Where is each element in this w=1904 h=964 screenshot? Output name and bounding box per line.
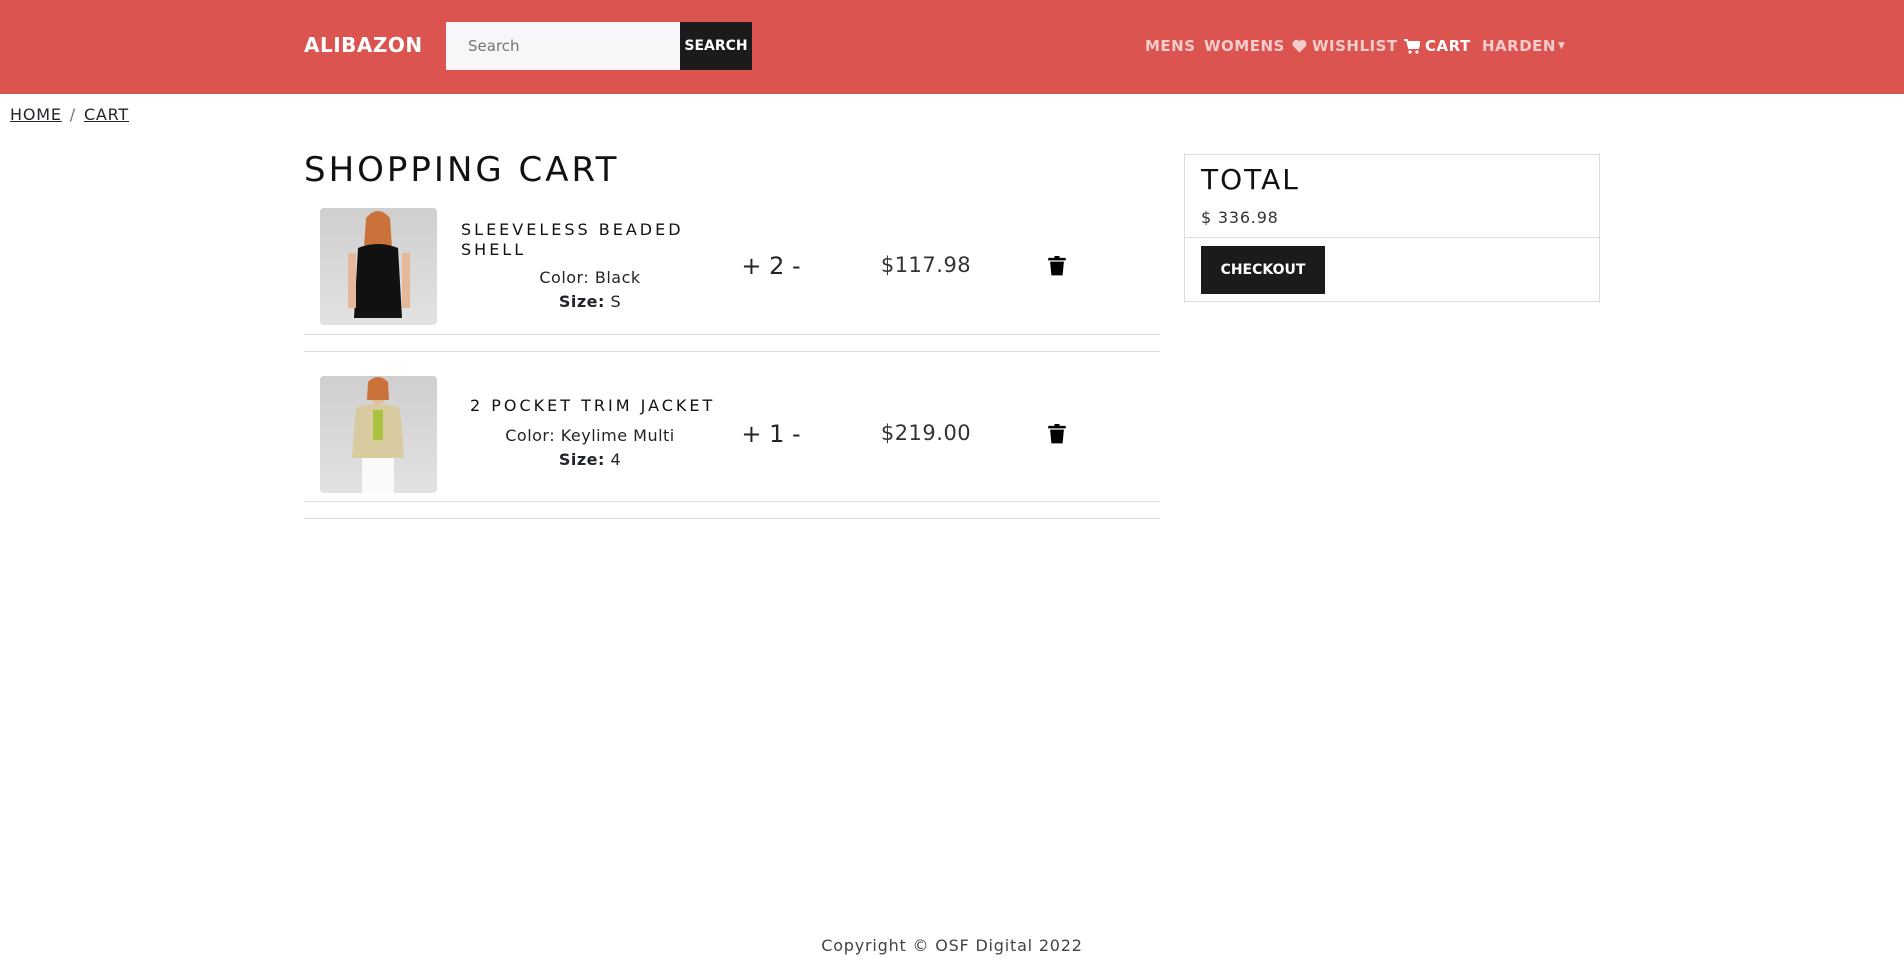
product-size: Size: S	[490, 292, 690, 311]
color-value: Keylime Multi	[560, 426, 675, 445]
heart-icon	[1292, 39, 1307, 53]
search-input[interactable]	[446, 22, 680, 70]
size-value: 4	[610, 450, 622, 469]
item-price: $219.00	[880, 421, 972, 445]
color-label: Color:	[505, 426, 556, 445]
divider	[304, 334, 1160, 335]
quantity-stepper: + 1 -	[711, 420, 831, 448]
product-name[interactable]: 2 POCKET TRIM JACKET	[470, 396, 715, 415]
quantity-value: 2	[769, 252, 785, 280]
product-name-line: SHELL	[461, 240, 527, 259]
size-label: Size:	[558, 450, 605, 469]
product-photo-shell	[348, 211, 410, 318]
product-image[interactable]	[320, 376, 437, 493]
divider	[304, 351, 1160, 352]
divider	[304, 518, 1160, 519]
breadcrumb-home[interactable]: HOME	[10, 105, 62, 124]
nav-wishlist[interactable]: WISHLIST	[1292, 37, 1398, 55]
increase-button[interactable]: +	[741, 252, 762, 280]
size-value: S	[610, 292, 622, 311]
product-image[interactable]	[320, 208, 437, 325]
item-price: $117.98	[880, 253, 972, 277]
nav-label: HARDEN	[1482, 37, 1556, 55]
checkout-button[interactable]: CHECKOUT	[1201, 246, 1325, 294]
decrease-button[interactable]: -	[792, 420, 801, 448]
quantity-stepper: + 2 -	[711, 252, 831, 280]
quantity-value: 1	[769, 420, 785, 448]
caret-down-icon: ▼	[1557, 41, 1566, 51]
brand-logo[interactable]: ALIBAZON	[304, 33, 423, 57]
decrease-button[interactable]: -	[792, 252, 801, 280]
product-name-line: 2 POCKET TRIM JACKET	[470, 396, 716, 415]
nav-label: WOMENS	[1204, 37, 1285, 55]
trash-icon[interactable]	[1047, 256, 1067, 276]
color-label: Color:	[539, 268, 590, 287]
increase-button[interactable]: +	[741, 420, 762, 448]
nav-mens[interactable]: MENS	[1145, 37, 1196, 55]
product-name-line: SLEEVELESS BEADED	[461, 220, 684, 239]
total-value: $ 336.98	[1201, 208, 1279, 227]
breadcrumb-cart[interactable]: CART	[83, 105, 129, 124]
search-button[interactable]: SEARCH	[680, 22, 752, 70]
color-value: Black	[594, 268, 641, 287]
product-color: Color: Keylime Multi	[490, 426, 690, 445]
breadcrumb: HOME / CART	[10, 105, 129, 124]
divider	[304, 501, 1160, 502]
breadcrumb-separator: /	[69, 105, 76, 124]
trash-icon[interactable]	[1047, 424, 1067, 444]
divider	[1185, 237, 1599, 238]
page-title: SHOPPING CART	[304, 150, 620, 190]
nav-label: MENS	[1145, 37, 1196, 55]
product-photo-jacket	[352, 377, 404, 493]
header: ALIBAZON SEARCH MENS WOMENS WISHLIST CAR…	[0, 0, 1904, 94]
size-label: Size:	[558, 292, 605, 311]
product-name[interactable]: SLEEVELESS BEADED SHELL	[461, 220, 684, 260]
nav-label: CART	[1425, 37, 1471, 55]
nav-user-dropdown[interactable]: HARDEN ▼	[1482, 37, 1565, 55]
product-color: Color: Black	[490, 268, 690, 287]
total-title: TOTAL	[1201, 163, 1300, 196]
total-card: TOTAL $ 336.98 CHECKOUT	[1184, 154, 1600, 302]
nav-womens[interactable]: WOMENS	[1204, 37, 1285, 55]
cart-icon	[1404, 38, 1420, 54]
nav-cart[interactable]: CART	[1404, 37, 1471, 55]
footer-copyright: Copyright © OSF Digital 2022	[821, 936, 1083, 955]
nav-label: WISHLIST	[1312, 37, 1398, 55]
product-size: Size: 4	[490, 450, 690, 469]
